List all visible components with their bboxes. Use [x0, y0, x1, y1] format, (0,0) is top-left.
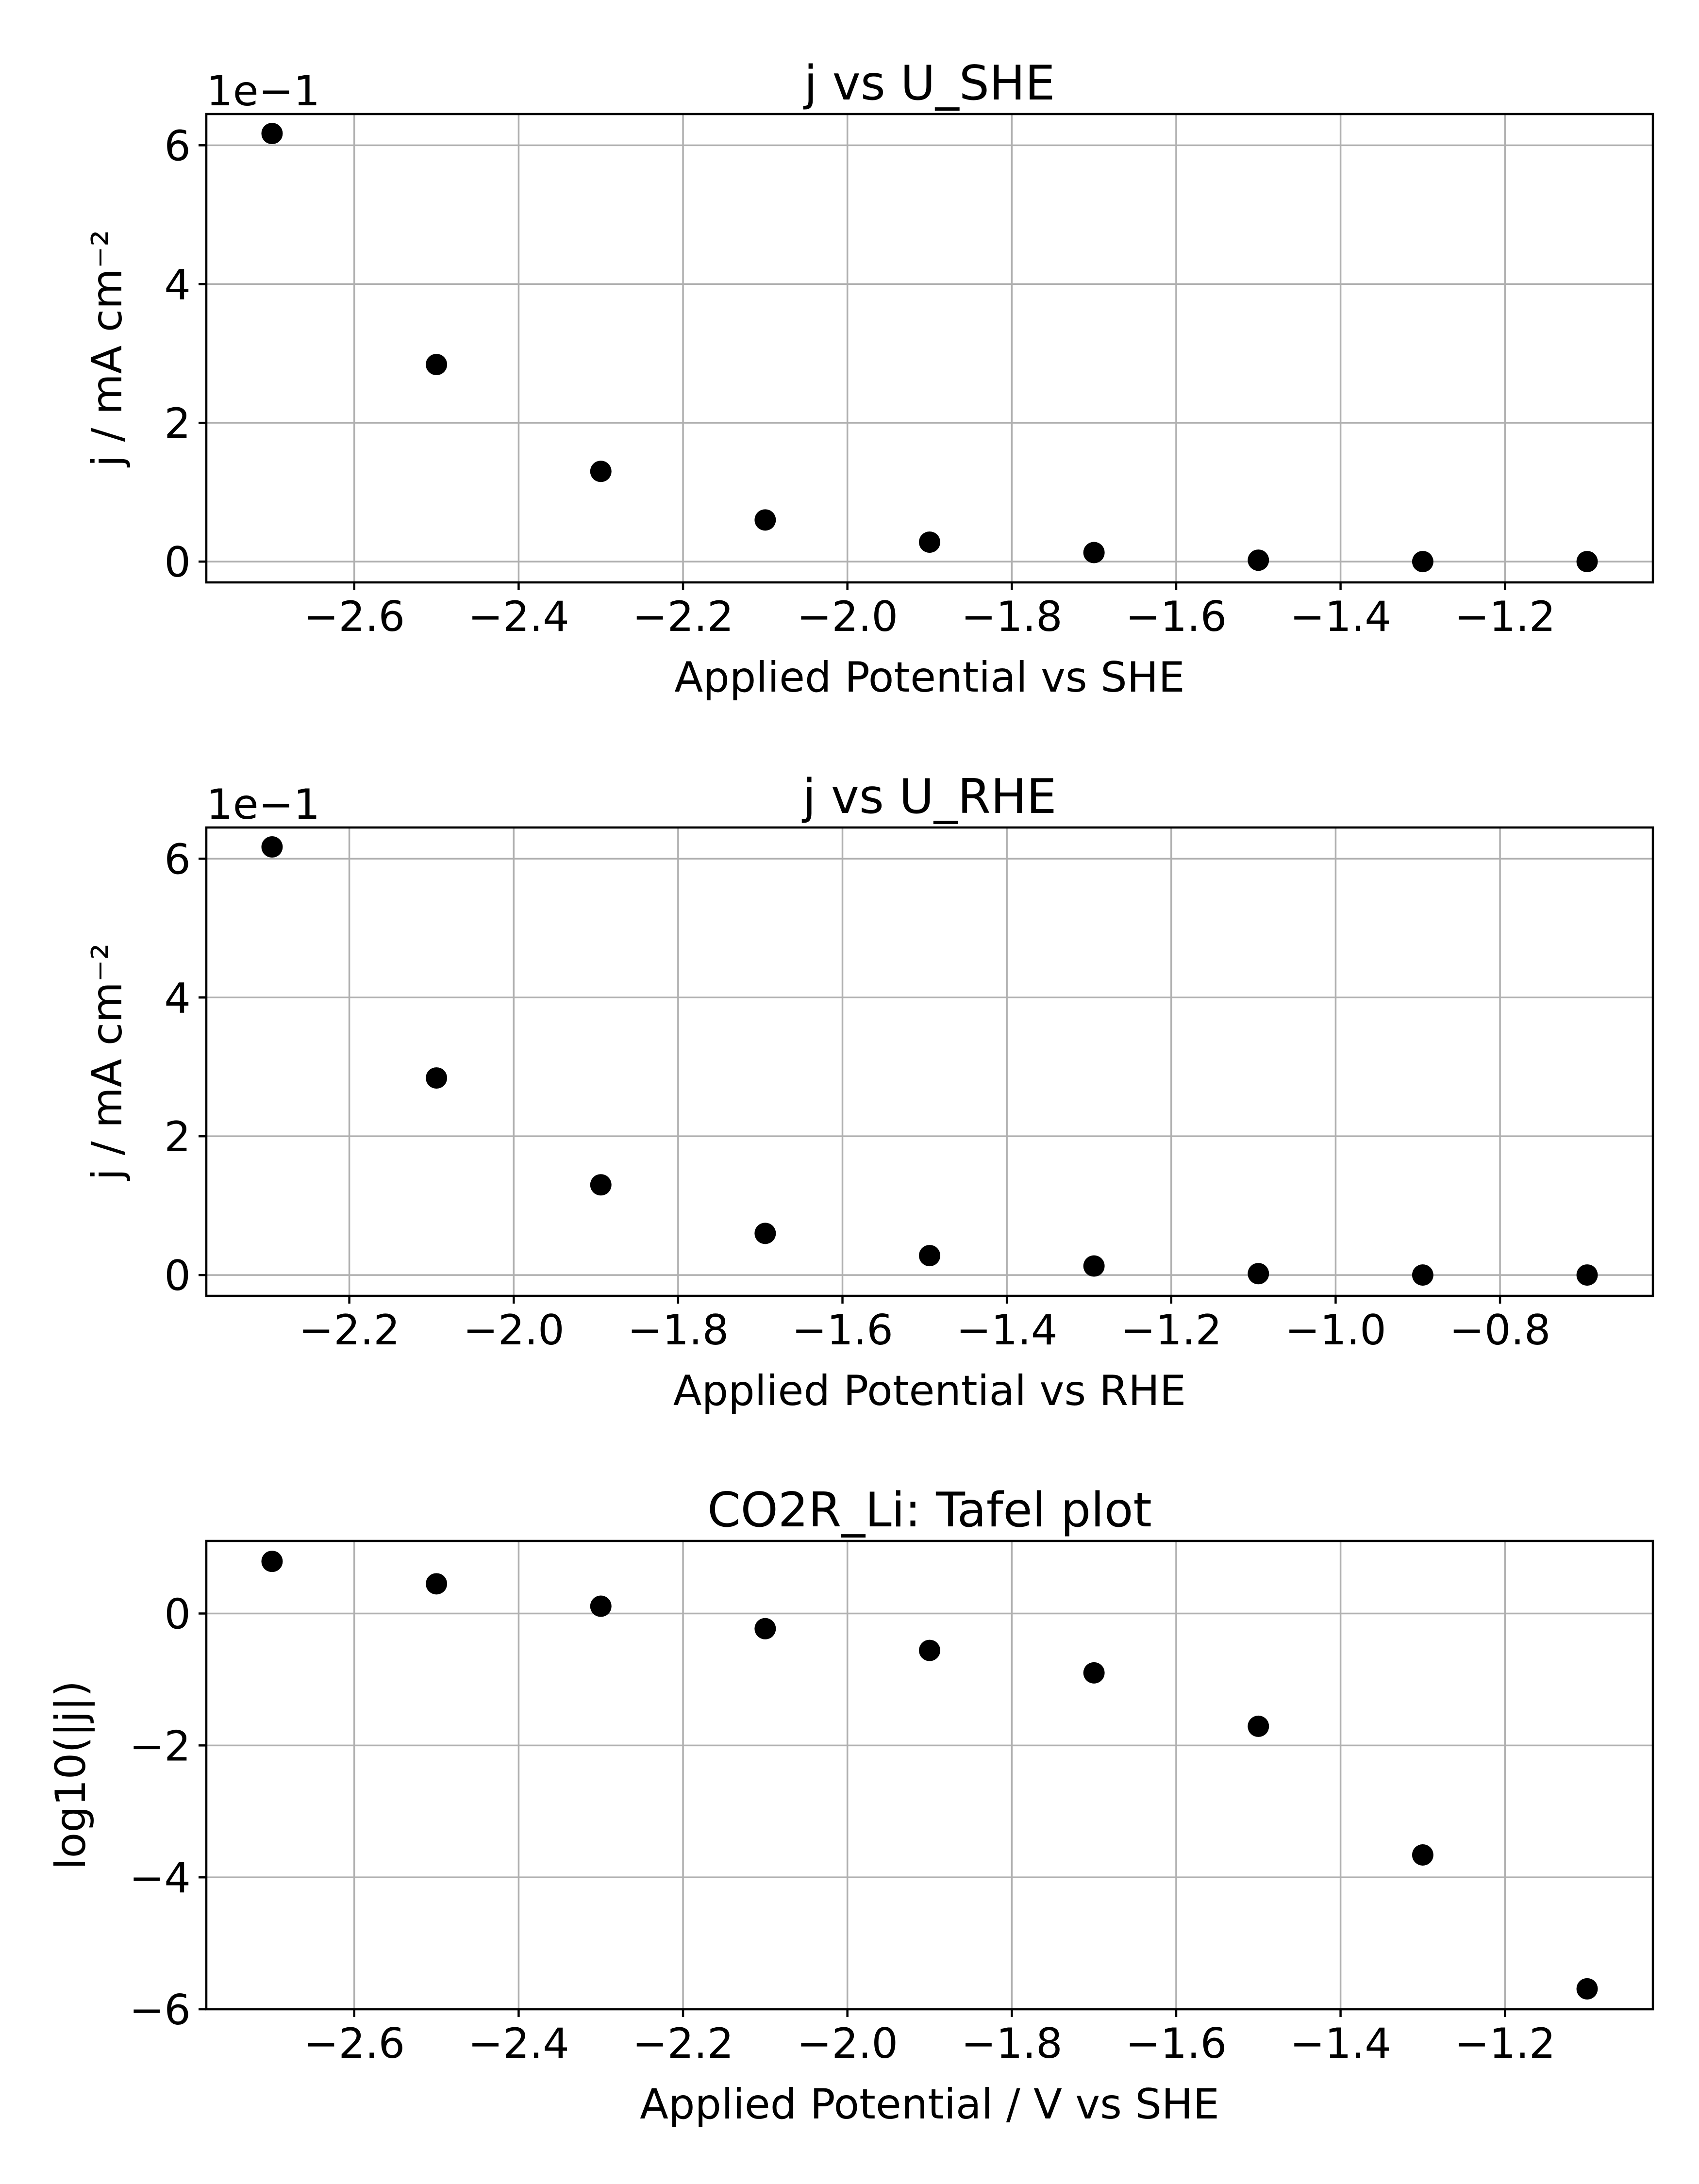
data-point: [426, 354, 448, 376]
data-point: [1248, 1715, 1269, 1737]
x-axis-label: Applied Potential vs SHE: [674, 653, 1184, 702]
data-point: [1083, 1662, 1105, 1684]
data-point: [754, 1223, 776, 1244]
x-tick-label: −1.2: [1454, 2019, 1556, 2068]
x-tick-label: −1.0: [1285, 1306, 1386, 1355]
data-point: [754, 509, 776, 531]
data-point: [919, 531, 940, 553]
y-tick-label: 4: [164, 261, 191, 309]
x-tick-label: −2.4: [468, 2019, 569, 2068]
x-tick-label: −2.2: [633, 2019, 734, 2068]
x-tick-label: −1.8: [627, 1306, 729, 1355]
x-tick-label: −1.2: [1454, 593, 1556, 641]
y-axis-label: j / mA cm⁻²: [83, 943, 132, 1181]
data-point: [426, 1067, 448, 1089]
data-point: [261, 836, 283, 858]
data-point: [919, 1245, 940, 1267]
y-tick-label: 2: [164, 1113, 191, 1161]
y-tick-label: 0: [164, 1252, 191, 1300]
x-tick-label: −1.6: [1126, 593, 1227, 641]
x-tick-label: −1.6: [1126, 2019, 1227, 2068]
y-tick-label: 0: [164, 1590, 191, 1639]
data-point: [261, 1551, 283, 1572]
chart-title: j vs U_RHE: [801, 769, 1056, 825]
y-tick-label: −4: [129, 1854, 191, 1903]
y-tick-label: −6: [129, 1986, 191, 2035]
x-tick-label: −2.2: [299, 1306, 400, 1355]
data-point: [1083, 542, 1105, 563]
data-point: [426, 1573, 448, 1595]
data-point: [754, 1618, 776, 1639]
x-tick-label: −2.6: [303, 2019, 405, 2068]
x-tick-label: −0.8: [1449, 1306, 1551, 1355]
y-tick-label: −2: [129, 1722, 191, 1770]
data-point: [1248, 1263, 1269, 1285]
panel-j-vs-rhe: −2.2 −2.0 −1.8 −1.6 −1.4 −1.2 −1.0 −0.8 0 2 4 6 j v…: [83, 769, 1654, 1415]
data-point: [590, 1595, 612, 1617]
y-tick-label: 6: [164, 835, 191, 884]
chart-title: CO2R_Li: Tafel plot: [707, 1483, 1152, 1538]
data-point: [1576, 551, 1598, 573]
data-point: [261, 123, 283, 145]
data-point: [1083, 1255, 1105, 1277]
x-tick-label: −1.4: [1290, 2019, 1391, 2068]
panel-j-vs-she: −2.6 −2.4 −2.2 −2.0 −1.8 −1.6 −1.4 −1.2 0 2 4 6 j v…: [83, 56, 1654, 702]
axes-frame: [205, 826, 1654, 1297]
x-axis-label: Applied Potential / V vs SHE: [640, 2080, 1219, 2129]
y-offset-text: 1e−1: [206, 780, 320, 829]
y-axis-label: j / mA cm⁻²: [83, 230, 132, 467]
chart-title: j vs U_SHE: [803, 56, 1055, 111]
y-tick-label: 4: [164, 974, 191, 1023]
x-tick-label: −1.4: [956, 1306, 1058, 1355]
x-tick-label: −2.6: [303, 593, 405, 641]
x-tick-label: −1.8: [961, 2019, 1063, 2068]
data-point: [1576, 1264, 1598, 1286]
data-point: [1576, 1978, 1598, 2000]
x-tick-label: −1.6: [792, 1306, 893, 1355]
x-tick-label: −1.8: [961, 593, 1063, 641]
data-point: [1412, 1844, 1433, 1866]
x-tick-label: −2.4: [468, 593, 569, 641]
y-tick-label: 0: [164, 538, 191, 587]
x-tick-label: −2.0: [797, 2019, 898, 2068]
data-point: [590, 461, 612, 482]
x-axis-label: Applied Potential vs RHE: [673, 1367, 1186, 1415]
panel-tafel-plot: −2.6 −2.4 −2.2 −2.0 −1.8 −1.6 −1.4 −1.20−2−4−6 …: [47, 1483, 1654, 2129]
x-tick-label: −2.2: [633, 593, 734, 641]
data-point: [1412, 551, 1433, 573]
x-tick-label: −2.0: [797, 593, 898, 641]
data-point: [590, 1174, 612, 1196]
x-tick-label: −1.4: [1290, 593, 1391, 641]
x-tick-label: −1.2: [1120, 1306, 1222, 1355]
data-point: [919, 1639, 940, 1661]
y-tick-label: 6: [164, 122, 191, 170]
y-offset-text: 1e−1: [206, 67, 320, 116]
axes-frame: [205, 1539, 1654, 2011]
x-tick-label: −2.0: [463, 1306, 565, 1355]
axes-frame: [205, 113, 1654, 584]
y-axis-label: log10(|j|): [47, 1681, 95, 1870]
data-point: [1248, 549, 1269, 571]
y-tick-label: 2: [164, 399, 191, 448]
data-point: [1412, 1264, 1433, 1286]
